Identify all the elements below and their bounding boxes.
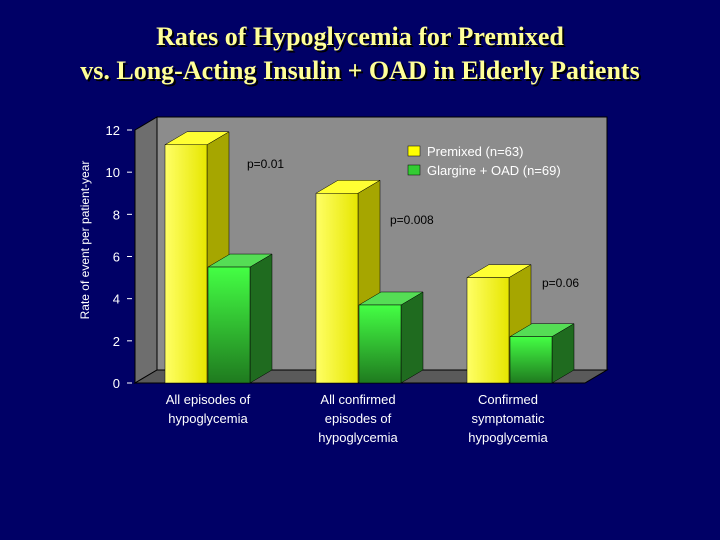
x-category-label: episodes of <box>325 411 392 426</box>
legend-swatch-series1 <box>407 145 421 157</box>
bar-series2-cat1 <box>207 266 251 384</box>
bar-series1-cat2 <box>315 193 359 384</box>
y-tick-label: 10 <box>106 165 120 180</box>
bar-series1-cat1 <box>164 144 208 384</box>
x-category-label: All episodes of <box>166 392 251 407</box>
y-tick-label: 8 <box>113 207 120 222</box>
legend-swatch-series2 <box>407 164 421 176</box>
x-category-label: hypoglycemia <box>318 430 398 445</box>
bar-series2-cat2 <box>358 304 402 384</box>
x-category-label: hypoglycemia <box>168 411 248 426</box>
bar-series1-cat3 <box>466 277 510 384</box>
legend-entry-series1: Premixed (n=63) <box>427 144 523 159</box>
chart-side-wall <box>134 116 158 384</box>
chart-title: Rates of Hypoglycemia for Premixed vs. L… <box>0 20 720 88</box>
y-tick-label: 2 <box>113 334 120 349</box>
y-tick-label: 6 <box>113 250 120 265</box>
legend-entry-series2: Glargine + OAD (n=69) <box>427 163 561 178</box>
p-value-annotation: p=0.01 <box>247 157 284 171</box>
bar-side-series2-cat2 <box>400 291 424 384</box>
bar-series2-cat3 <box>509 336 553 384</box>
chart-title-line-2: vs. Long-Acting Insulin + OAD in Elderly… <box>80 56 640 85</box>
y-tick-label: 12 <box>106 123 120 138</box>
y-tick-label: 4 <box>113 292 120 307</box>
chart-title-line-1: Rates of Hypoglycemia for Premixed <box>156 22 564 51</box>
y-tick-label: 0 <box>113 376 120 391</box>
x-category-label: symptomatic <box>472 411 545 426</box>
x-category-label: hypoglycemia <box>468 430 548 445</box>
p-value-annotation: p=0.06 <box>542 276 579 290</box>
y-axis-label: Rate of event per patient-year <box>78 161 92 320</box>
x-category-label: Confirmed <box>478 392 538 407</box>
p-value-annotation: p=0.008 <box>390 213 434 227</box>
x-category-label: All confirmed <box>320 392 395 407</box>
bar-side-series2-cat1 <box>249 253 273 384</box>
